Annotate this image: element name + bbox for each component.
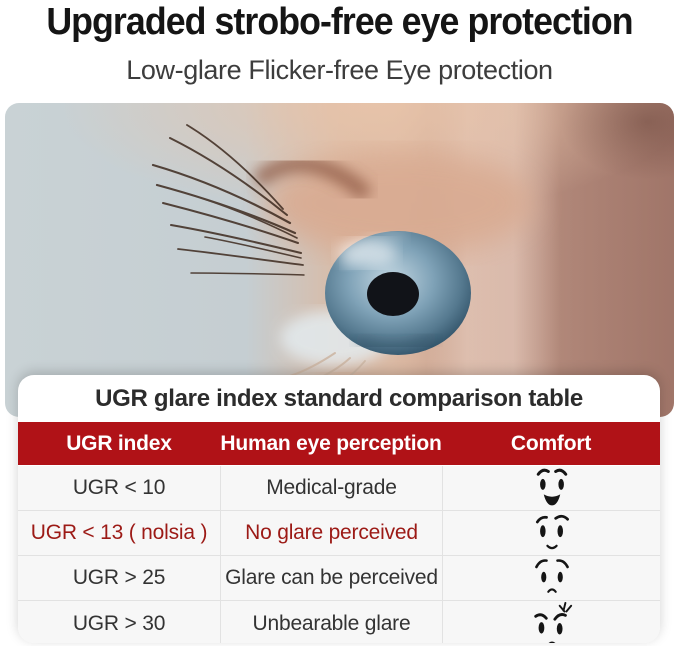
page-subtitle: Low-glare Flicker-free Eye protection [126,55,553,85]
perception-value: No glare perceived [220,511,442,555]
ugr-index-value: UGR > 25 [72,566,166,589]
comparison-table-panel: UGR glare index standard comparison tabl… [18,375,660,643]
eye-photo [5,103,674,417]
table-row: UGR > 30 Unbearable glare [18,600,660,643]
happy-face-icon [536,468,567,506]
angry-face-icon [533,601,572,643]
worried-face-icon [534,559,569,593]
column-header-ugr-index: UGR index [66,431,172,455]
perception-value: Medical-grade [220,466,442,510]
table-row: UGR < 13 ( nolsia ) No glare perceived [18,510,660,555]
page-title: Upgraded strobo-free eye protection [46,1,633,43]
table-header-row: UGR index Human eye perception Comfort [18,422,660,465]
column-header-perception: Human eye perception [220,431,442,455]
iris [325,231,471,355]
eyebrow [251,155,373,202]
table-row: UGR < 10 Medical-grade [18,465,660,510]
perception-value: Unbearable glare [220,601,442,643]
table-title: UGR glare index standard comparison tabl… [95,385,583,412]
ugr-index-value: UGR > 30 [72,612,166,635]
perception-value: Glare can be perceived [220,556,442,600]
column-header-comfort: Comfort [510,431,592,455]
upper-lashes [151,124,305,276]
ugr-index-value: UGR < 10 [72,476,166,499]
eye-photo-detail [151,124,535,389]
table-row: UGR > 25 Glare can be perceived [18,555,660,600]
slight-smile-face-icon [535,514,569,550]
ugr-index-value: UGR < 13 ( nolsia ) [30,521,208,544]
